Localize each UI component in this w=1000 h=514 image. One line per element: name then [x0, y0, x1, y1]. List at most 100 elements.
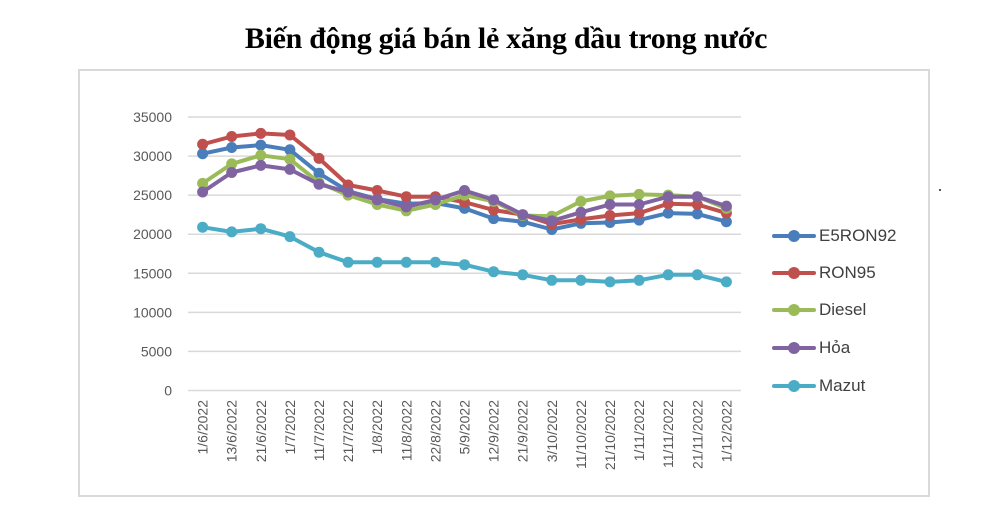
- data-point[interactable]: [226, 131, 238, 142]
- data-point[interactable]: [720, 276, 732, 288]
- data-point[interactable]: [575, 195, 587, 207]
- data-point[interactable]: [691, 208, 703, 220]
- x-tick-label: 1/11/2022: [631, 400, 647, 461]
- data-point[interactable]: [488, 266, 500, 278]
- data-point[interactable]: [459, 185, 470, 196]
- x-tick-label: 11/8/2022: [398, 400, 414, 461]
- data-point[interactable]: [342, 186, 354, 198]
- legend-label: E5RON92: [819, 226, 897, 245]
- data-point[interactable]: [604, 199, 616, 210]
- series-mazut: [197, 221, 732, 288]
- data-point[interactable]: [633, 207, 645, 219]
- y-tick-label: 25000: [133, 187, 172, 203]
- data-point[interactable]: [604, 276, 616, 288]
- legend-item-mazut[interactable]: Mazut: [772, 376, 865, 396]
- data-point[interactable]: [429, 256, 441, 268]
- data-point[interactable]: [517, 209, 529, 221]
- legend-label: Mazut: [819, 376, 866, 395]
- x-tick-label: 11/7/2022: [311, 400, 327, 461]
- x-tick-label: 3/10/2022: [544, 400, 560, 462]
- data-point[interactable]: [255, 223, 267, 235]
- x-tick-label: 5/9/2022: [457, 400, 473, 455]
- data-point[interactable]: [284, 129, 296, 141]
- data-point[interactable]: [284, 231, 296, 243]
- legend-label: Hỏa: [819, 338, 851, 357]
- data-point[interactable]: [255, 139, 267, 151]
- data-point[interactable]: [371, 194, 383, 206]
- data-point[interactable]: [313, 178, 325, 190]
- data-point[interactable]: [197, 177, 209, 189]
- data-point[interactable]: [197, 138, 209, 150]
- series-hỏa: [197, 159, 732, 227]
- data-point[interactable]: [284, 144, 296, 156]
- y-tick-label: 35000: [133, 109, 172, 125]
- y-axis-ticks: 0 5000 10000 15000 20000 25000 30000 35000: [133, 109, 172, 399]
- data-point[interactable]: [226, 158, 238, 170]
- data-point[interactable]: [575, 274, 587, 286]
- line-marker-icon: [772, 338, 816, 358]
- data-point[interactable]: [488, 194, 500, 206]
- data-point[interactable]: [371, 185, 383, 196]
- data-point[interactable]: [226, 226, 238, 238]
- x-axis-ticks: 1/6/2022 13/6/2022 21/6/2022 1/7/2022 11/7/2…: [195, 400, 735, 470]
- stray-dot: [939, 189, 941, 191]
- chart-title: Biến động giá bán lẻ xăng dầu trong nước: [244, 22, 768, 55]
- series-ron95: [197, 127, 732, 230]
- data-point[interactable]: [662, 269, 674, 281]
- data-point[interactable]: [633, 199, 645, 210]
- data-point[interactable]: [284, 163, 296, 175]
- y-tick-label: 20000: [133, 226, 172, 242]
- legend-label: Diesel: [819, 300, 867, 319]
- data-point[interactable]: [255, 159, 267, 171]
- x-tick-label: 1/8/2022: [369, 400, 385, 455]
- line-marker-icon: [772, 263, 816, 283]
- data-point[interactable]: [662, 191, 674, 203]
- data-point[interactable]: [342, 256, 354, 268]
- data-point[interactable]: [488, 213, 500, 225]
- data-point[interactable]: [429, 194, 441, 206]
- data-point[interactable]: [546, 215, 558, 227]
- data-point[interactable]: [400, 191, 412, 203]
- data-point[interactable]: [313, 152, 325, 164]
- data-point[interactable]: [691, 269, 703, 281]
- data-point[interactable]: [400, 256, 412, 268]
- data-point[interactable]: [633, 188, 645, 200]
- data-point[interactable]: [575, 206, 587, 218]
- x-tick-label: 11/11/2022: [660, 400, 676, 468]
- y-tick-label: 30000: [133, 148, 172, 164]
- legend-item-hoa[interactable]: Hỏa: [772, 338, 850, 358]
- data-point[interactable]: [691, 191, 703, 203]
- data-point[interactable]: [255, 127, 267, 139]
- data-point[interactable]: [517, 269, 529, 281]
- data-point[interactable]: [313, 246, 325, 258]
- x-tick-label: 1/12/2022: [718, 400, 734, 462]
- data-point[interactable]: [459, 259, 470, 271]
- y-tick-label: 5000: [141, 343, 172, 359]
- data-point[interactable]: [197, 148, 209, 160]
- data-point[interactable]: [720, 200, 732, 212]
- x-tick-label: 21/10/2022: [602, 400, 618, 470]
- data-point[interactable]: [691, 199, 703, 210]
- data-point[interactable]: [226, 167, 238, 178]
- data-point[interactable]: [720, 216, 732, 228]
- legend-item-diesel[interactable]: Diesel: [772, 300, 866, 320]
- data-point[interactable]: [604, 210, 616, 221]
- legend-item-ron95[interactable]: RON95: [772, 263, 876, 283]
- data-point[interactable]: [197, 186, 209, 198]
- data-point[interactable]: [400, 201, 412, 213]
- data-point[interactable]: [546, 274, 558, 286]
- data-point[interactable]: [255, 149, 267, 161]
- data-point[interactable]: [226, 142, 238, 153]
- data-point[interactable]: [313, 167, 325, 179]
- data-point[interactable]: [604, 190, 616, 202]
- x-tick-label: 21/9/2022: [515, 400, 531, 462]
- data-series: [197, 127, 732, 288]
- legend-item-e5ron92[interactable]: E5RON92: [772, 226, 896, 246]
- data-point[interactable]: [284, 153, 296, 165]
- data-point[interactable]: [197, 221, 209, 233]
- x-tick-label: 1/7/2022: [282, 400, 298, 455]
- data-point[interactable]: [662, 207, 674, 219]
- data-point[interactable]: [488, 204, 500, 216]
- data-point[interactable]: [633, 274, 645, 286]
- data-point[interactable]: [371, 256, 383, 268]
